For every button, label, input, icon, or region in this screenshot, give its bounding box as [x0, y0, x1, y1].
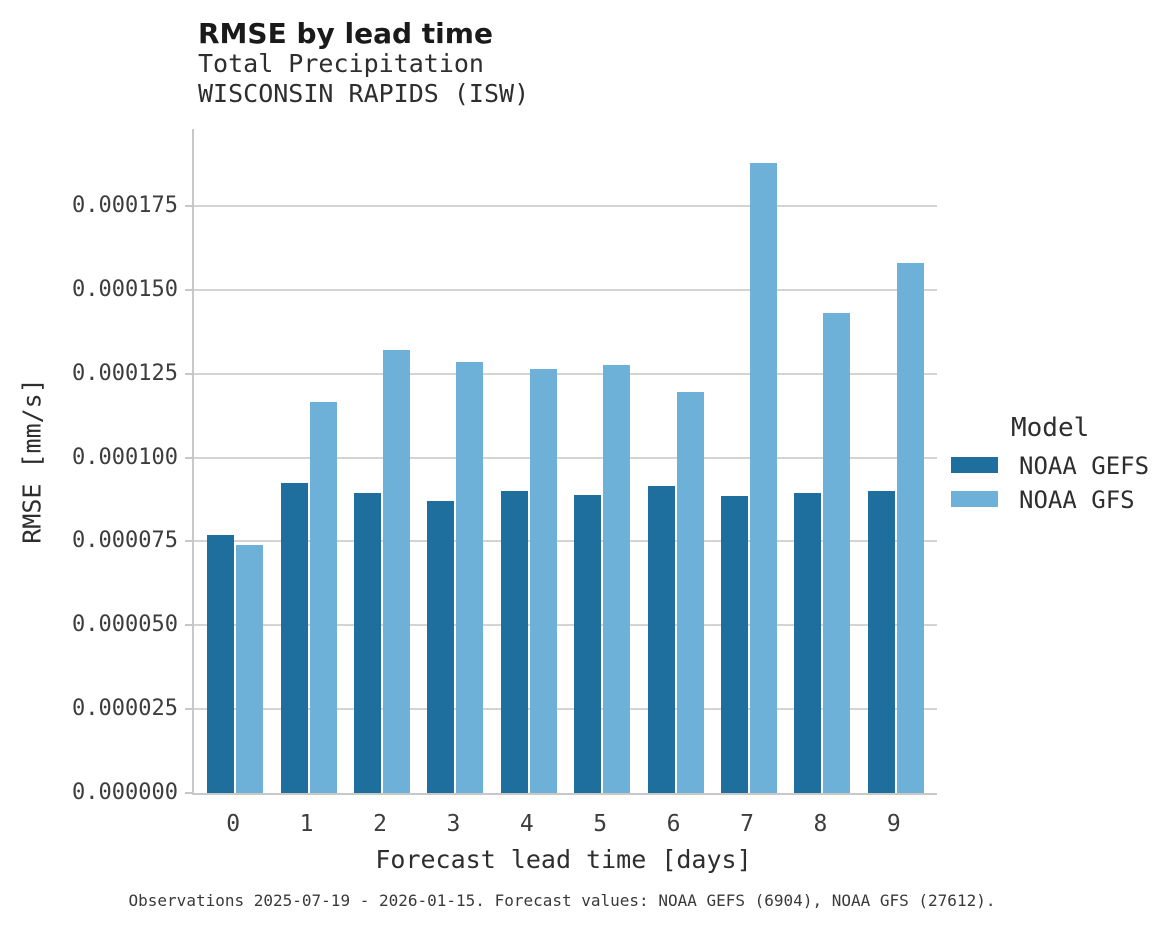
footnote: Observations 2025-07-19 - 2026-01-15. Fo…	[128, 891, 996, 910]
bar-noaa-gfs-lead3	[456, 362, 484, 793]
y-tick-label: 0.000100	[72, 444, 178, 470]
legend-swatch-icon	[951, 490, 998, 507]
y-tickmark	[185, 792, 192, 794]
bar-noaa-gefs-lead6	[647, 486, 675, 793]
bar-noaa-gefs-lead1	[280, 482, 308, 793]
bar-noaa-gfs-lead2	[383, 350, 410, 793]
bar-noaa-gefs-lead5	[574, 494, 602, 793]
gridline-y-0.000150	[194, 288, 937, 291]
bar-noaa-gfs-lead4	[529, 368, 557, 793]
gridline-y-0.000175	[194, 205, 937, 208]
x-tick-label-8: 8	[813, 811, 828, 837]
y-tick-label: 0.000150	[72, 276, 178, 302]
y-tickmark	[185, 372, 192, 375]
bar-noaa-gfs-lead8	[823, 313, 851, 793]
bar-noaa-gefs-lead3	[427, 501, 455, 793]
y-tick-label: 0.000175	[72, 193, 178, 219]
bar-noaa-gfs-lead7	[750, 162, 777, 793]
x-tick-label-7: 7	[740, 811, 754, 837]
legend-item-noaa-gefs: NOAA GEFS	[935, 452, 1165, 480]
gridline-y-0.000025	[194, 708, 937, 711]
gridline-y-0.000050	[194, 624, 937, 627]
chart-subtitle-variable: Total Precipitation	[198, 49, 484, 78]
x-tick-label-5: 5	[593, 811, 608, 837]
bar-noaa-gfs-lead5	[603, 365, 631, 793]
bar-noaa-gefs-lead2	[354, 492, 381, 793]
x-tick-label-2: 2	[373, 811, 387, 837]
y-tick-label: 0.000125	[72, 360, 178, 386]
gridline-y-0.000075	[194, 540, 937, 543]
y-tickmark	[185, 624, 192, 627]
gridline-y-0.000100	[194, 456, 937, 459]
y-tick-label: 0.000050	[72, 612, 178, 638]
bar-noaa-gefs-lead7	[721, 496, 748, 793]
legend-swatch-icon	[951, 457, 998, 473]
y-tickmark	[185, 456, 192, 459]
x-tick-label-0: 0	[226, 811, 241, 837]
bar-noaa-gfs-lead0	[236, 544, 264, 793]
legend-label: NOAA GFS	[1019, 485, 1135, 514]
gridline-y-0.000125	[194, 372, 937, 375]
y-tickmark	[185, 708, 192, 711]
bar-noaa-gefs-lead0	[207, 534, 235, 793]
x-tick-label-6: 6	[666, 811, 681, 837]
bar-noaa-gfs-lead6	[676, 392, 704, 793]
bar-noaa-gfs-lead9	[896, 263, 924, 793]
chart-subtitle-station: WISCONSIN RAPIDS (ISW)	[198, 79, 530, 108]
legend-label: NOAA GEFS	[1019, 452, 1150, 480]
x-tick-label-1: 1	[299, 811, 314, 837]
x-tick-label-4: 4	[519, 811, 534, 837]
y-tick-label: 0.000025	[72, 696, 178, 722]
y-tickmark	[185, 205, 192, 208]
y-tick-label: 0.000000	[72, 780, 178, 805]
legend-item-noaa-gfs: NOAA GFS	[935, 485, 1165, 514]
bar-noaa-gefs-lead8	[794, 492, 822, 793]
bar-noaa-gfs-lead1	[309, 402, 337, 793]
y-tickmark	[185, 288, 192, 291]
x-axis-label: Forecast lead time [days]	[375, 845, 752, 874]
y-tickmark	[185, 540, 192, 543]
chart-title: RMSE by lead time	[198, 17, 493, 50]
legend-title: Model	[1011, 413, 1090, 443]
bar-noaa-gefs-lead4	[500, 491, 528, 793]
x-tick-label-3: 3	[446, 811, 461, 837]
bar-noaa-gefs-lead9	[867, 491, 895, 793]
y-tick-label: 0.000075	[72, 528, 178, 554]
plot-area	[185, 129, 937, 795]
x-tick-label-9: 9	[886, 811, 901, 837]
